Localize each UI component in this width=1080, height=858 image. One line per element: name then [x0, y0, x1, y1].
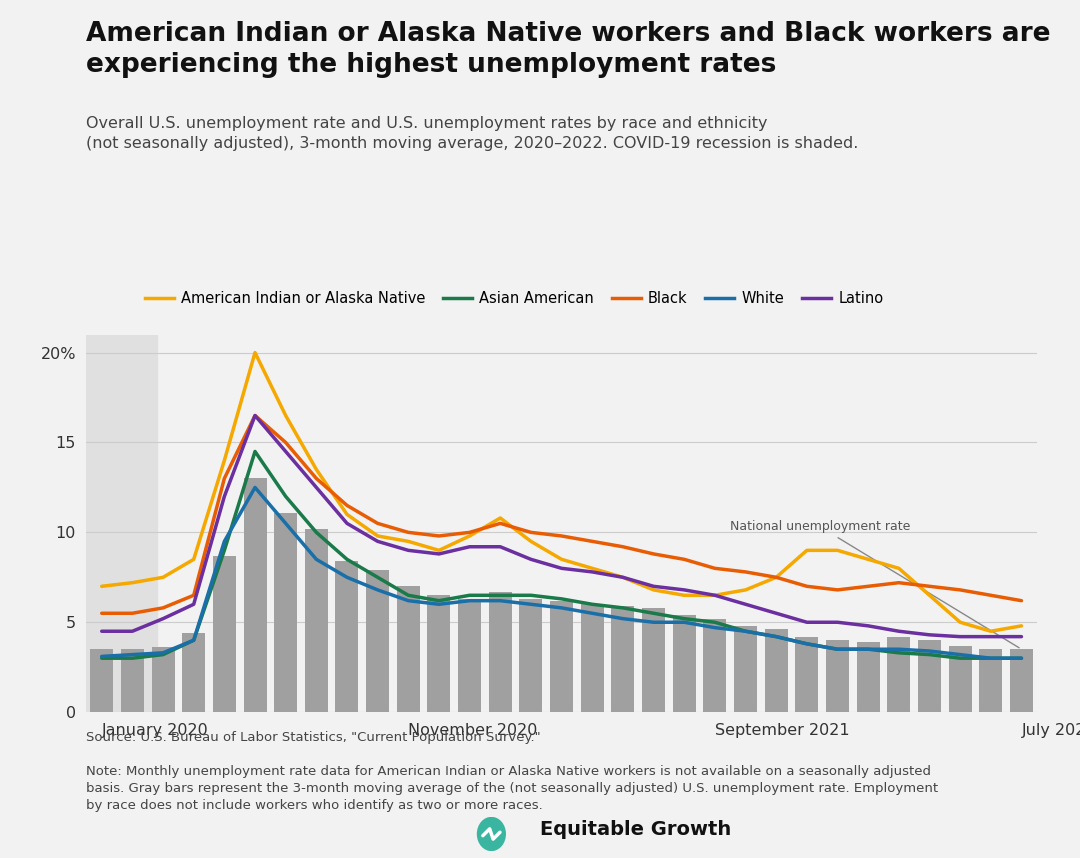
- Bar: [428, 595, 450, 712]
- Bar: [305, 529, 328, 712]
- Bar: [458, 599, 481, 712]
- Bar: [274, 512, 297, 712]
- Bar: [856, 642, 880, 712]
- Bar: [611, 606, 634, 712]
- Bar: [888, 637, 910, 712]
- Text: American Indian or Alaska Native workers and Black workers are
experiencing the : American Indian or Alaska Native workers…: [86, 21, 1051, 78]
- Legend: American Indian or Alaska Native, Asian American, Black, White, Latino: American Indian or Alaska Native, Asian …: [139, 285, 889, 312]
- Bar: [243, 479, 267, 712]
- Bar: [183, 633, 205, 712]
- Bar: [703, 619, 727, 712]
- Text: Equitable Growth: Equitable Growth: [540, 820, 731, 839]
- Text: National unemployment rate: National unemployment rate: [730, 521, 1020, 648]
- Bar: [581, 604, 604, 712]
- Bar: [1010, 650, 1032, 712]
- Bar: [151, 648, 175, 712]
- Bar: [765, 630, 787, 712]
- Bar: [86, 335, 157, 712]
- Bar: [918, 640, 941, 712]
- Bar: [550, 601, 573, 712]
- Bar: [336, 561, 359, 712]
- Bar: [795, 637, 819, 712]
- Bar: [519, 599, 542, 712]
- Text: Note: Monthly unemployment rate data for American Indian or Alaska Native worker: Note: Monthly unemployment rate data for…: [86, 765, 939, 813]
- Bar: [826, 640, 849, 712]
- Bar: [948, 645, 972, 712]
- Bar: [396, 586, 420, 712]
- Bar: [366, 570, 389, 712]
- Bar: [643, 607, 665, 712]
- Bar: [734, 625, 757, 712]
- Bar: [489, 592, 512, 712]
- Text: Source: U.S. Bureau of Labor Statistics, "Current Population Survey.": Source: U.S. Bureau of Labor Statistics,…: [86, 731, 541, 744]
- Ellipse shape: [476, 817, 507, 851]
- Bar: [980, 650, 1002, 712]
- Bar: [673, 615, 696, 712]
- Bar: [91, 650, 113, 712]
- Bar: [213, 556, 235, 712]
- Bar: [121, 650, 144, 712]
- Text: Overall U.S. unemployment rate and U.S. unemployment rates by race and ethnicity: Overall U.S. unemployment rate and U.S. …: [86, 116, 859, 151]
